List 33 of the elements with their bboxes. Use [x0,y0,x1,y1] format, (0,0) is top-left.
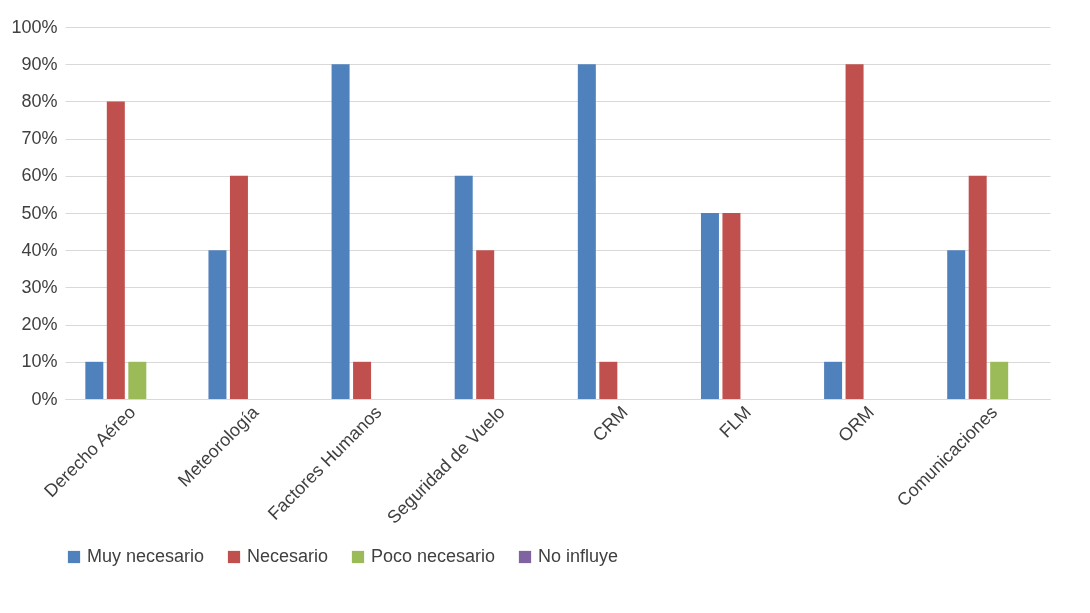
y-tick-label: 60% [21,165,58,186]
y-tick-label: 50% [21,202,58,223]
y-tick-label: 0% [31,388,58,409]
y-tick-label: 90% [21,53,58,74]
legend-label: Necesario [247,546,329,566]
bar [599,361,618,399]
bar [229,175,248,399]
bar [947,250,966,399]
bar [85,361,104,399]
legend-label: Muy necesario [87,546,205,566]
y-tick-label: 100% [11,16,58,37]
y-tick-label: 80% [21,90,58,111]
bar [722,213,741,399]
y-tick-label: 10% [21,351,58,372]
legend-label: No influye [538,546,619,566]
bar [128,361,147,399]
y-tick-label: 30% [21,276,58,297]
bar [476,250,495,399]
bar [968,175,987,399]
bar [331,64,350,399]
bar [208,250,227,399]
y-tick-label: 20% [21,314,58,335]
bar [990,361,1009,399]
y-tick-label: 70% [21,128,58,149]
bar [824,361,843,399]
legend-label: Poco necesario [371,546,496,566]
bar [845,64,864,399]
bar [353,361,372,399]
bar [700,213,719,399]
y-tick-label: 40% [21,239,58,260]
bar [577,64,596,399]
bar [454,175,473,399]
bar [106,101,125,399]
